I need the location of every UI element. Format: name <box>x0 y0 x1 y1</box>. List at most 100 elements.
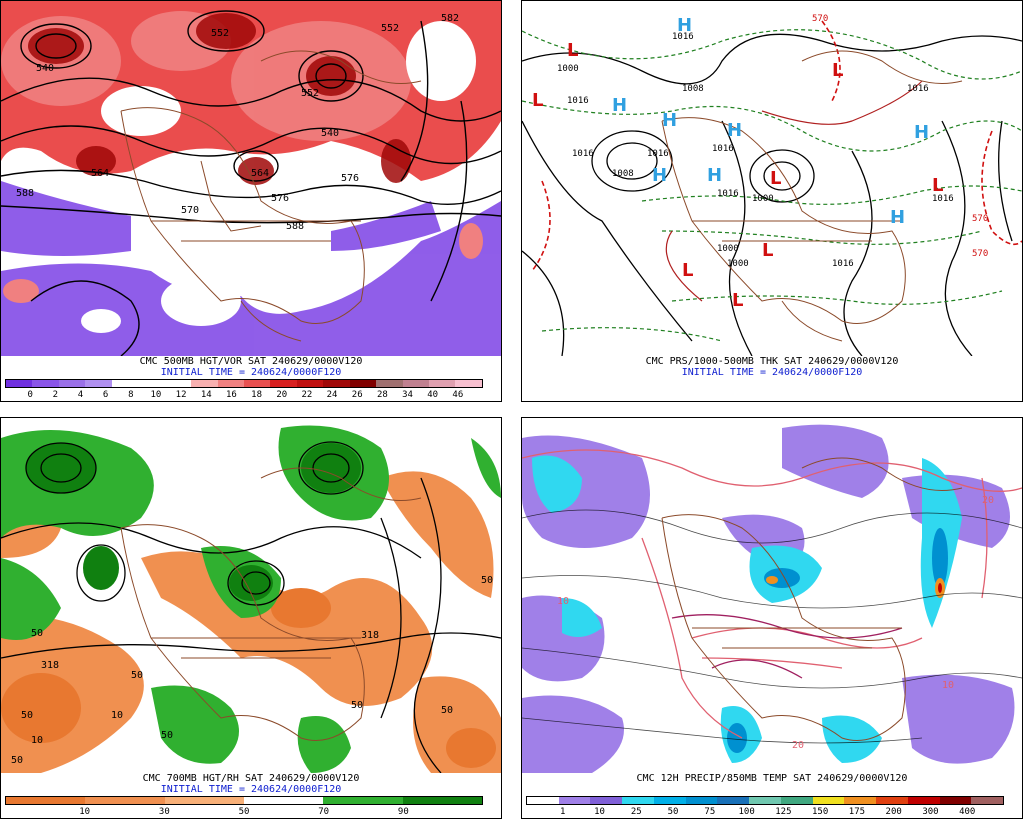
height-contours <box>522 509 1022 744</box>
colorbar-swatch <box>376 380 403 387</box>
colorbar-tick-label: 150 <box>812 807 829 817</box>
colorbar-swatch <box>217 380 244 387</box>
colorbar-tick-label: 22 <box>301 390 313 400</box>
contour-label: 570 <box>181 205 199 216</box>
colorbar-tick-label: 300 <box>922 807 939 817</box>
isobar-label: 1000 <box>752 194 774 204</box>
contour-label: 50 <box>441 705 453 716</box>
colorbar-swatch <box>402 797 443 804</box>
high-pressure-marker: H <box>914 122 929 143</box>
colorbar-swatch <box>876 797 908 804</box>
isobar-label: 1016 <box>567 96 589 106</box>
colorbar-tick-label: 10 <box>594 807 605 817</box>
isobar-label: 1016 <box>832 259 854 269</box>
high-pressure-marker: H <box>707 165 722 186</box>
contour-label: 50 <box>131 670 143 681</box>
panel-initial-time: INITIAL TIME = 240624/0000F120 <box>160 367 342 378</box>
colorbar-swatch <box>6 797 46 804</box>
colorbar-swatch <box>429 380 456 387</box>
colorbar-swatch <box>527 797 559 804</box>
colorbar-tick-label: 70 <box>318 807 330 817</box>
colorbar-swatch <box>780 797 813 804</box>
vorticity-low-shading <box>1 181 501 356</box>
humidity-colorbar-ticks: 10 30 50 70 90 <box>5 807 483 818</box>
colorbar-tick-label: 25 <box>630 807 642 817</box>
thickness-label: 570 <box>812 14 828 24</box>
humidity-map: 318 50 10 50 50 318 50 50 10 50 50 50 <box>1 418 501 773</box>
colorbar-swatch <box>939 797 972 804</box>
contour-label: 552 <box>211 28 229 39</box>
thickness-lines <box>522 29 1022 342</box>
high-pressure-marker: H <box>890 207 905 228</box>
colorbar-tick-label: 34 <box>402 390 413 400</box>
colorbar-tick-label: 75 <box>704 807 716 817</box>
colorbar-swatch <box>622 797 654 804</box>
colorbar-swatch <box>164 797 205 804</box>
panel-precip-temperature: 10 10 20 20 CMC 12H PRECIP/850MB TEMP SA… <box>521 417 1023 819</box>
colorbar-tick-label: 10 <box>79 807 91 817</box>
contour-label: 50 <box>161 730 173 741</box>
colorbar-tick-label: 12 <box>175 390 187 400</box>
colorbar-swatch <box>125 797 165 804</box>
low-pressure-marker: L <box>532 90 543 111</box>
colorbar-swatch <box>717 797 750 804</box>
contour-label: 582 <box>441 13 459 24</box>
temperature-label: 10 <box>557 596 569 607</box>
colorbar-swatch <box>685 797 718 804</box>
contour-label: 552 <box>381 23 399 34</box>
low-pressure-marker: L <box>732 290 743 311</box>
precip-colorbar-ticks: 1 10 25 50 75 100 125 150 175 200 300 400 <box>526 807 1004 818</box>
low-pressure-marker: L <box>762 240 773 261</box>
contour-label: 540 <box>321 128 339 139</box>
colorbar-tick-label: 0 <box>27 390 33 400</box>
panel-initial-time: INITIAL TIME = 240624/0000F120 <box>681 367 863 378</box>
vorticity-colorbar <box>5 379 483 388</box>
colorbar-swatch <box>442 797 483 804</box>
isobar-label: 1016 <box>647 149 669 159</box>
panel-pressure-thickness: H H H H H H H H L L L L L L L L 1016 100… <box>521 0 1023 402</box>
thickness-solid-lines <box>665 80 923 302</box>
panel-caption: CMC PRS/1000-500MB THK SAT 240629/0000V1… <box>645 356 899 367</box>
temperature-label: 20 <box>792 740 804 751</box>
colorbar-swatch <box>204 797 245 804</box>
thickness-label: 570 <box>972 214 988 224</box>
temperature-label: 20 <box>982 495 994 506</box>
colorbar-tick-label: 14 <box>200 390 212 400</box>
geographic-boundaries <box>661 457 963 741</box>
panel-700mb-humidity: 318 50 10 50 50 318 50 50 10 50 50 50 CM… <box>0 417 502 819</box>
high-pressure-marker: H <box>727 120 742 141</box>
colorbar-swatch <box>243 380 271 387</box>
colorbar-swatch <box>349 380 377 387</box>
high-pressure-marker: H <box>677 15 692 36</box>
panel-caption: CMC 500MB HGT/VOR SAT 240629/0000V120 <box>139 356 363 367</box>
isobar-label: 1008 <box>682 84 704 94</box>
colorbar-swatch <box>749 797 781 804</box>
vorticity-map: 540 552 564 576 588 540 552 564 552 582 … <box>1 1 501 356</box>
height-contours <box>1 10 501 356</box>
panel-500mb-vorticity: 540 552 564 576 588 540 552 564 552 582 … <box>0 0 502 402</box>
isobar-label: 1016 <box>907 84 929 94</box>
colorbar-tick-label: 18 <box>251 390 262 400</box>
colorbar-tick-label: 1 <box>560 807 566 817</box>
colorbar-swatch <box>32 380 59 387</box>
isobar-label: 1016 <box>932 194 954 204</box>
contour-label: 318 <box>361 630 379 641</box>
colorbar-tick-label: 50 <box>238 807 250 817</box>
colorbar-tick-label: 2 <box>52 390 59 400</box>
colorbar-swatch <box>111 380 139 387</box>
colorbar-tick-label: 100 <box>738 807 755 817</box>
isobar-label: 1016 <box>672 32 694 42</box>
contour-label: 588 <box>16 188 34 199</box>
colorbar-swatch <box>244 797 284 804</box>
contour-label: 10 <box>31 735 43 746</box>
colorbar-swatch <box>296 380 324 387</box>
geographic-boundaries <box>120 50 422 342</box>
colorbar-tick-label: 28 <box>376 390 388 400</box>
geographic-boundaries <box>120 467 422 741</box>
contour-label: 318 <box>41 660 59 671</box>
height-contours <box>1 441 501 773</box>
colorbar-swatch <box>85 797 126 804</box>
contour-label: 552 <box>301 88 319 99</box>
contour-label: 50 <box>21 710 33 721</box>
colorbar-swatch <box>138 380 165 387</box>
